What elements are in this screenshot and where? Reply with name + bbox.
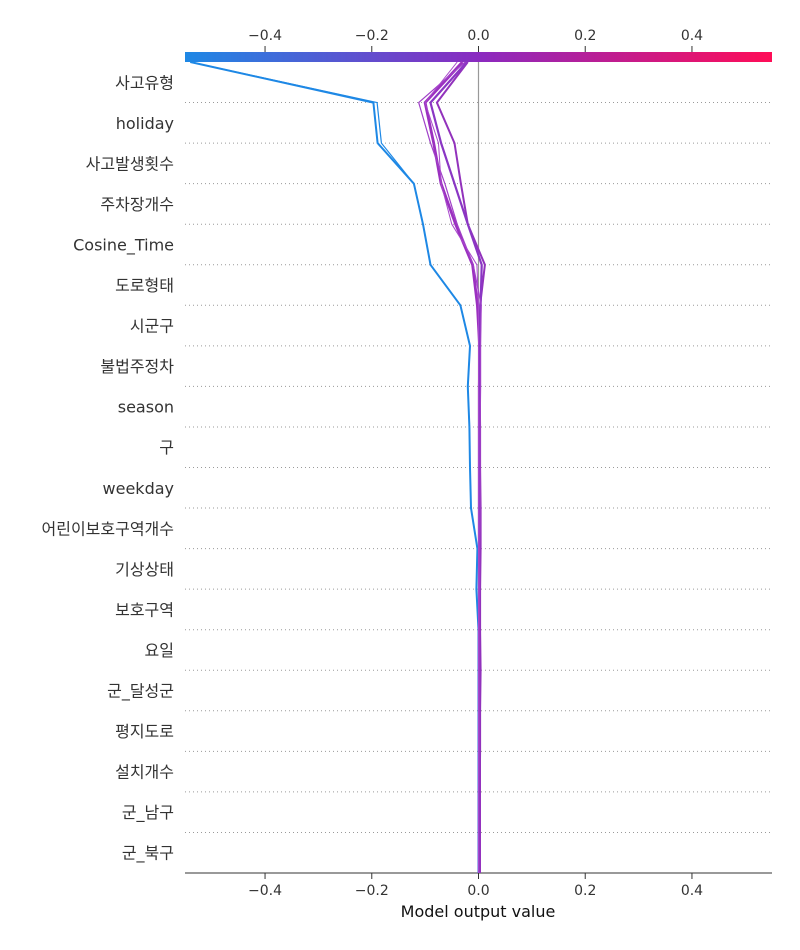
feature-label: 구 <box>159 438 174 457</box>
feature-label: 주차장개수 <box>100 195 174 214</box>
feature-label: 요일 <box>145 641 174 660</box>
feature-label: 평지도로 <box>115 722 174 741</box>
feature-label: 설치개수 <box>115 763 174 782</box>
top-axis: −0.4 −0.2 0.0 0.2 0.4 <box>248 28 703 52</box>
feature-label: 어린이보호구역개수 <box>42 519 174 538</box>
feature-label: 시군구 <box>130 317 174 336</box>
bottom-tick-label: −0.4 <box>248 883 282 899</box>
feature-label: 군_달성군 <box>107 682 174 702</box>
top-tick-label: −0.4 <box>248 28 282 44</box>
feature-label: 군_북구 <box>122 844 174 864</box>
series-lines <box>190 61 486 873</box>
bottom-axis: −0.4 −0.2 0.0 0.2 0.4 <box>248 873 703 899</box>
x-axis-label: Model output value <box>401 902 556 921</box>
colorbar <box>185 52 772 62</box>
bottom-tick-label: −0.2 <box>355 883 389 899</box>
series-line <box>424 61 479 873</box>
feature-label: holiday <box>116 114 174 133</box>
feature-label: Cosine_Time <box>73 235 174 255</box>
top-tick-label: 0.0 <box>467 28 489 44</box>
top-tick-label: −0.2 <box>355 28 389 44</box>
feature-label: 보호구역 <box>115 600 174 619</box>
bottom-tick-label: 0.4 <box>681 883 703 899</box>
feature-label: 기상상태 <box>115 560 174 579</box>
bottom-tick-label: 0.2 <box>574 883 596 899</box>
feature-label: 군_남구 <box>122 803 174 823</box>
feature-label: 불법주정차 <box>100 357 174 376</box>
top-tick-label: 0.2 <box>574 28 596 44</box>
feature-label: weekday <box>103 479 174 498</box>
bottom-tick-label: 0.0 <box>467 883 489 899</box>
feature-label: 사고발생횟수 <box>86 154 174 173</box>
feature-label: 도로형태 <box>115 276 174 295</box>
top-tick-label: 0.4 <box>681 28 703 44</box>
feature-label: season <box>118 398 174 417</box>
feature-label: 사고유형 <box>115 73 174 92</box>
series-line <box>429 61 483 873</box>
